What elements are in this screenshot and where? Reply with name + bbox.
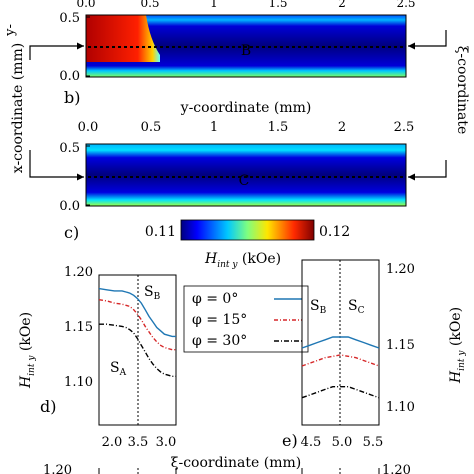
chart-e-series-0 (301, 336, 380, 349)
svg-text:2: 2 (338, 0, 346, 10)
heatmap-c-top-ticks: 0.0 0.5 1 1.5 2 2.5 (78, 120, 415, 135)
heatmap-c-frame (85, 143, 407, 207)
bottom-left-tick: 1.20 (43, 463, 72, 474)
chart-d-xtick-1: 3.5 (128, 435, 149, 450)
colorbar-label: Hint y (kOe) (204, 251, 281, 270)
chart-e-ytick-bottom: 1.10 (386, 400, 415, 415)
chart-e-y-axis-label: Hint y (kOe) (448, 307, 467, 384)
chart-d-series-2 (99, 323, 176, 377)
chart-e-ytick-mid: 1.15 (386, 338, 415, 353)
chart-e-series-1 (301, 354, 380, 367)
y-coordinate-label: y-coordinate (mm) (180, 100, 312, 116)
svg-text:1.5: 1.5 (268, 0, 287, 10)
chart-e-ytick-top: 1.20 (386, 262, 415, 277)
legend: φ = 0° φ = 15° φ = 30° (183, 285, 309, 353)
svg-text:0.0: 0.0 (78, 120, 99, 135)
svg-text:0.0: 0.0 (76, 0, 95, 10)
heatmap-b-point-label: B (241, 43, 251, 59)
chart-d-frame (98, 274, 177, 426)
legend-entry-0: φ = 0° (192, 291, 302, 307)
panel-label-c: c) (64, 223, 79, 242)
bottom-right-tick: 1.20 (382, 463, 411, 474)
heatmap-c-field (86, 144, 406, 206)
legend-entry-2: φ = 30° (192, 333, 302, 349)
chart-d-y-axis-label: Hint y (kOe) (18, 312, 37, 389)
chart-d-region-left: SA (110, 360, 127, 378)
heatmap-b-frame (85, 14, 407, 78)
panel-label-d: d) (40, 397, 56, 416)
heatmap-b-hot-region (86, 15, 160, 62)
svg-text:1: 1 (210, 0, 218, 10)
heatmap-b: B 0.5 0.0 0.0 0.5 1 1.5 2 2.5 y- (3, 0, 416, 84)
colorbar-min-label: 0.11 (145, 224, 176, 240)
y-cut-label: y- (3, 24, 18, 37)
line-chart-e: 1.20 1.15 1.10 4.5 5.0 5.5 SB SC Hint y … (282, 259, 467, 450)
colorbar: 0.11 0.12 Hint y (kOe) (145, 219, 350, 270)
chart-d-ytick-top: 1.20 (64, 265, 93, 280)
left-bracket: x-coordinate (mm) (10, 42, 84, 181)
right-bracket: ξ-coordinate (408, 30, 470, 181)
svg-text:1: 1 (210, 120, 218, 135)
xi-coordinate-label: ξ-coordinate (454, 46, 470, 135)
bottom-partial-panels: 1.20 1.20 (43, 463, 411, 474)
svg-text:2.5: 2.5 (396, 0, 415, 10)
chart-d-xtick-2: 3.0 (156, 435, 177, 450)
chart-d-x-ticks: 2.0 3.5 3.0 (102, 435, 177, 450)
chart-e-xtick-1: 5.0 (332, 435, 353, 450)
chart-e-region-right: SC (348, 298, 365, 316)
xi-coordinate-bottom-label: ξ-coordinate (mm) (171, 455, 301, 471)
line-chart-d: 1.20 1.15 1.10 2.0 3.5 3.0 SB SA Hint y … (18, 265, 177, 450)
chart-e-x-ticks: 4.5 5.0 5.5 (301, 435, 384, 450)
chart-d-xtick-0: 2.0 (102, 435, 123, 450)
svg-text:0.5: 0.5 (140, 0, 159, 10)
heatmap-c: 0.0 0.5 1 1.5 2 2.5 C 0.5 0.0 (59, 120, 414, 214)
svg-text:φ = 15°: φ = 15° (192, 312, 247, 328)
svg-text:φ = 0°: φ = 0° (192, 291, 238, 307)
svg-text:2.5: 2.5 (394, 120, 415, 135)
heatmap-b-top-ticks: 0.0 0.5 1 1.5 2 2.5 (76, 0, 415, 10)
chart-d-ytick-mid: 1.15 (64, 320, 93, 335)
heatmap-b-tick-top: 0.5 (59, 11, 80, 26)
colorbar-max-label: 0.12 (319, 224, 350, 240)
chart-e-xtick-0: 4.5 (301, 435, 322, 450)
legend-entry-1: φ = 15° (192, 312, 302, 328)
chart-d-series-0 (98, 287, 176, 338)
chart-e-region-left: SB (310, 298, 327, 316)
chart-e-y-ticks: 1.20 1.15 1.10 (386, 262, 415, 415)
svg-text:φ = 30°: φ = 30° (192, 333, 247, 349)
heatmap-c-tick-top: 0.5 (59, 141, 80, 156)
x-coordinate-label: x-coordinate (mm) (10, 43, 26, 173)
heatmap-b-tick-bottom: 0.0 (59, 69, 80, 84)
chart-e-xtick-2: 5.5 (363, 435, 384, 450)
colorbar-gradient (180, 219, 315, 241)
heatmap-c-tick-bottom: 0.0 (59, 199, 80, 214)
heatmap-c-point-label: C (239, 173, 250, 189)
chart-d-y-ticks: 1.20 1.15 1.10 (64, 265, 93, 390)
panel-label-b: b) (64, 88, 80, 107)
chart-d-region-right: SB (144, 284, 161, 302)
chart-e-series-2 (301, 386, 380, 399)
svg-text:1.5: 1.5 (268, 120, 289, 135)
panel-label-e: e) (282, 431, 298, 450)
chart-d-ytick-bottom: 1.10 (64, 375, 93, 390)
svg-text:0.5: 0.5 (141, 120, 162, 135)
svg-text:2: 2 (338, 120, 346, 135)
